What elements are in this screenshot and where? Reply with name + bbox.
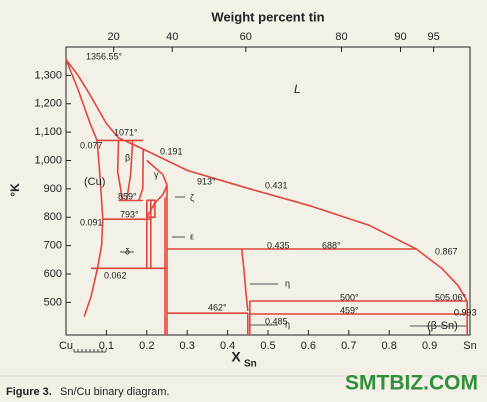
annotation: L [294, 82, 301, 96]
annotation: 0.091 [80, 217, 103, 227]
top-tick-label: 40 [166, 31, 178, 43]
x-tick-label: Sn [463, 340, 476, 352]
annotation: 1356.55° [86, 51, 123, 61]
caption-text: Sn/Cu binary diagram. [60, 386, 169, 398]
annotation: (Cu) [84, 176, 105, 188]
x-tick-label: 0.9 [422, 340, 437, 352]
x-tick-label: 0.7 [341, 340, 356, 352]
annotation: 0.431 [265, 180, 288, 190]
y-axis-label: °K [8, 183, 22, 197]
annotation: δ [125, 246, 130, 256]
scale-ruler [73, 349, 107, 353]
y-tick-label: 1,000 [34, 154, 62, 166]
annotation: 793° [120, 209, 139, 219]
x-tick-label: 0.5 [260, 340, 275, 352]
x-tick-label: 0.6 [301, 340, 316, 352]
annotation: 859° [118, 191, 137, 201]
annotation: 0.867 [435, 246, 458, 256]
top-tick-label: 20 [108, 31, 120, 43]
logo: SMTBIZ.COM [345, 372, 478, 395]
x-axis-label-sub: Sn [244, 359, 257, 370]
top-tick-label: 95 [428, 31, 440, 43]
caption-label: Figure 3. [6, 386, 52, 398]
phase-boundary [146, 159, 168, 186]
annotation: 0.062 [104, 270, 127, 280]
y-tick-label: 900 [44, 183, 62, 195]
annotation: 688° [322, 240, 341, 250]
annotation: ε [190, 231, 194, 241]
annotation: 462° [208, 302, 227, 312]
phase-boundary [240, 248, 249, 311]
x-tick-label: 0.2 [139, 340, 154, 352]
phase-boundary [125, 140, 134, 201]
x-tick-label: 0.4 [220, 340, 235, 352]
annotation: η [285, 278, 290, 288]
annotation: 459° [340, 305, 359, 315]
annotation: 0.077 [80, 140, 103, 150]
annotation: 0.485 [265, 316, 288, 326]
annotation: 0.191 [160, 146, 183, 156]
x-axis-label: X [231, 349, 241, 365]
top-tick-label: 90 [394, 31, 406, 43]
phase-boundary [65, 59, 468, 302]
annotation: γ [154, 169, 159, 179]
annotation: 913° [197, 176, 216, 186]
annotation: 0.435 [267, 240, 290, 250]
phase-boundary [137, 149, 144, 201]
x-tick-label: 0.1 [99, 340, 114, 352]
annotation: ζ [190, 192, 194, 202]
top-tick-label: 80 [335, 31, 347, 43]
annotation: 1071° [114, 127, 138, 137]
y-tick-label: 1,200 [34, 98, 62, 110]
y-tick-label: 700 [44, 240, 62, 252]
y-tick-label: 800 [44, 211, 62, 223]
top-tick-label: 60 [240, 31, 252, 43]
phase-boundary [83, 140, 104, 317]
x-tick-label: Cu [59, 340, 73, 352]
annotation: β [125, 152, 130, 162]
y-tick-label: 1,300 [34, 69, 62, 81]
phase-boundary [116, 140, 124, 201]
phase-boundary [65, 59, 98, 141]
annotation: 505.06° [435, 292, 467, 302]
x-tick-label: 0.3 [180, 340, 195, 352]
pointer-arrows [120, 196, 468, 327]
annotation: 500° [340, 292, 359, 302]
y-tick-label: 500 [44, 296, 62, 308]
annotation: 0.993 [454, 307, 477, 317]
annotation: (β-Sn) [427, 320, 458, 332]
y-tick-label: 1,100 [34, 126, 62, 138]
y-tick-label: 600 [44, 268, 62, 280]
x-tick-label: 0.8 [382, 340, 397, 352]
annotation: η [285, 319, 290, 329]
top-axis-title: Weight percent tin [211, 9, 324, 24]
